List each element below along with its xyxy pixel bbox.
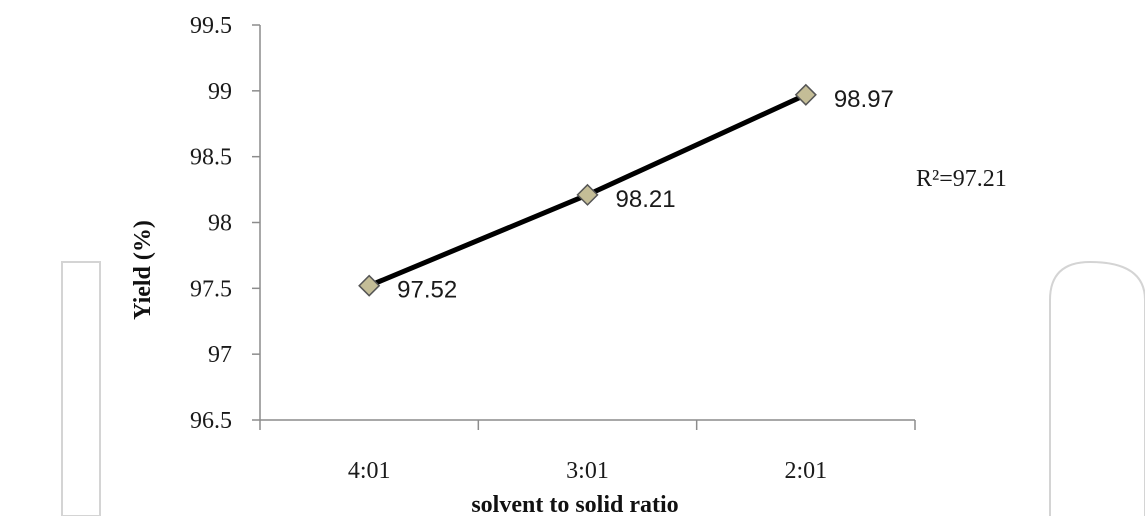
x-tick-label: 3:01: [566, 458, 609, 484]
y-axis-ticks: 96.5 97 97.5 98 98.5 99 99.5: [190, 13, 260, 434]
data-label: 97.52: [397, 277, 457, 304]
y-axis-title: Yield (%): [130, 220, 156, 320]
y-tick-label: 98: [208, 211, 232, 237]
y-tick-label: 99.5: [190, 13, 232, 39]
data-label: 98.97: [834, 86, 894, 113]
x-tick-label: 4:01: [348, 458, 391, 484]
x-axis-ticks: 4:01 3:01 2:01: [259, 420, 916, 484]
y-tick-label: 99: [208, 79, 232, 105]
plot-area: 96.5 97 97.5 98 98.5 99 99.5 4:01 3:01 2:01 97.5…: [190, 13, 916, 484]
y-tick-label: 98.5: [190, 145, 232, 171]
data-point-marker: [358, 274, 381, 297]
data-point-marker: [794, 83, 817, 106]
data-point-marker: [576, 183, 599, 206]
y-tick-label: 97: [208, 342, 232, 368]
data-label: 98.21: [616, 186, 676, 213]
y-tick-label: 97.5: [190, 276, 232, 302]
series-group: [358, 83, 817, 297]
x-tick-label: 2:01: [784, 458, 827, 484]
data-labels: 97.52 98.21 98.97: [397, 86, 894, 304]
y-tick-label: 96.5: [190, 408, 232, 434]
watermark-logo: [61, 260, 1145, 516]
x-axis-title: solvent to solid ratio: [471, 492, 678, 516]
r-squared-annotation: R²=97.21: [916, 166, 1007, 192]
